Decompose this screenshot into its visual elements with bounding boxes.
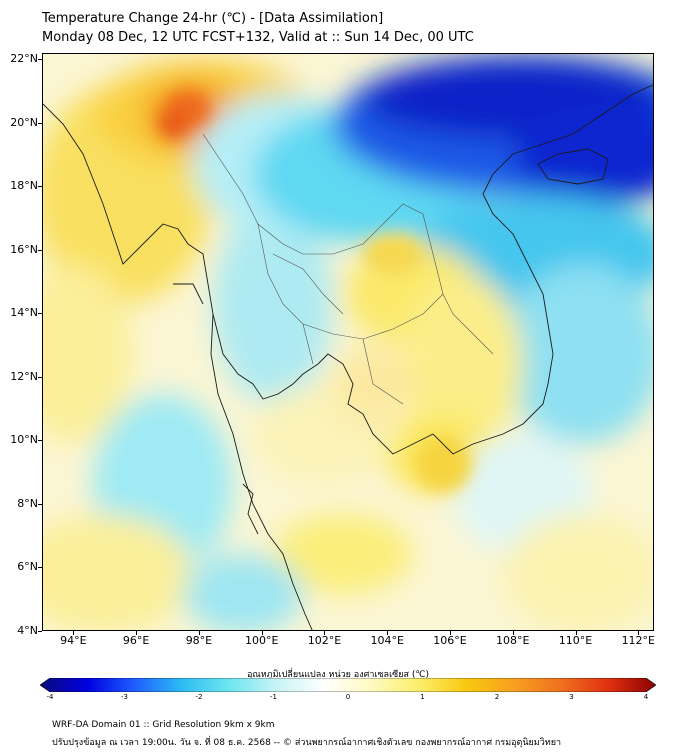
longitude-tick-mark [450, 631, 451, 635]
longitude-tick-label: 100°E [244, 634, 279, 647]
borders [202, 133, 494, 405]
longitude-tick-label: 102°E [307, 634, 342, 647]
longitude-tick-label: 112°E [621, 634, 656, 647]
longitude-tick-label: 98°E [185, 634, 213, 647]
longitude-tick-mark [638, 631, 640, 635]
longitude-tick-mark [198, 631, 200, 635]
temperature-change-map [43, 54, 653, 630]
longitude-tick-label: 94°E [60, 634, 87, 647]
temperature-field [43, 54, 653, 630]
map-panel [42, 53, 654, 631]
colorbar-tick-label: -1 [270, 693, 277, 701]
latitude-tick-label: 10°N [10, 433, 38, 447]
latitude-tick-mark [38, 313, 42, 315]
colorbar-tick-label: 2 [494, 693, 500, 701]
longitude-tick-mark [73, 631, 75, 635]
colorbar-label: อุณหภูมิเปลี่ยนแปลง หน่วย องศาเซลเซียส (… [246, 670, 430, 680]
latitude-tick-mark [38, 186, 42, 188]
map-title: Temperature Change 24-hr (℃) - [Data Ass… [42, 11, 384, 26]
colorbar-tick-label: -4 [46, 693, 54, 701]
latitude-tick-mark [38, 122, 42, 124]
longitude-tick-label: 106°E [433, 634, 467, 647]
colorbar-tick-label: 1 [420, 693, 425, 701]
colorbar-tick-label: 3 [569, 693, 574, 701]
longitude-tick-mark [575, 631, 577, 635]
latitude-tick-label: 6°N [17, 560, 38, 574]
longitude-tick-label: 108°E [496, 634, 530, 647]
latitude-tick-label: 8°N [17, 496, 38, 510]
latitude-tick-mark [38, 249, 42, 251]
temperature-detail [159, 91, 471, 492]
colorbar-tick-label: 0 [345, 693, 351, 701]
latitude-tick-mark [38, 440, 42, 442]
latitude-tick-mark [38, 59, 42, 61]
latitude-tick-label: 16°N [10, 242, 38, 256]
latitude-tick-mark [38, 376, 42, 378]
colorbar-tick-label: -2 [195, 693, 203, 701]
longitude-tick-label: 110°E [558, 634, 593, 647]
colorbar-tick-label: -3 [121, 693, 128, 701]
colorbar [40, 678, 656, 692]
latitude-tick-label: 18°N [10, 179, 38, 193]
latitude-tick-label: 12°N [10, 369, 38, 383]
footer-model-info: WRF-DA Domain 01 :: Grid Resolution 9km … [52, 720, 275, 730]
latitude-tick-label: 20°N [10, 115, 38, 129]
latitude-tick-mark [38, 503, 42, 505]
longitude-tick-mark [512, 631, 514, 635]
longitude-tick-label: 96°E [122, 634, 150, 647]
longitude-tick-label: 104°E [370, 634, 404, 647]
latitude-tick-label: 4°N [17, 624, 38, 637]
longitude-tick-mark [324, 631, 326, 635]
longitude-tick-mark [261, 631, 263, 635]
coastlines [43, 84, 653, 630]
longitude-tick-mark [136, 631, 138, 635]
latitude-tick-label: 14°N [10, 306, 38, 320]
footer-credit: ปรับปรุงข้อมูล ณ เวลา 19:00น. วัน จ. ที่… [52, 738, 562, 748]
latitude-tick-mark [38, 631, 42, 632]
longitude-tick-mark [387, 631, 389, 635]
colorbar-tick-label: 4 [643, 693, 649, 701]
latitude-tick-mark [38, 567, 42, 569]
latitude-tick-label: 22°N [10, 52, 38, 66]
map-subtitle: Monday 08 Dec, 12 UTC FCST+132, Valid at… [42, 30, 474, 45]
